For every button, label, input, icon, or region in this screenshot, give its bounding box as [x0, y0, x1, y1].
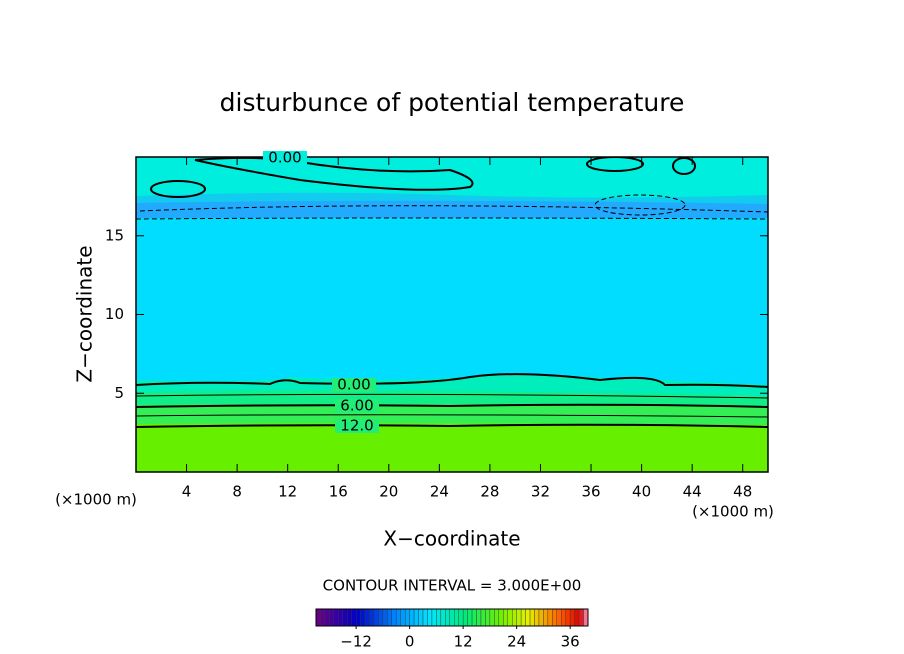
colorbar-cell [574, 608, 580, 627]
contour-label: 0.00 [268, 149, 301, 167]
x-tick-label: 48 [733, 483, 752, 501]
colorbar-cell [489, 608, 495, 627]
colorbar-cell [347, 608, 352, 627]
x-tick-label: 16 [329, 483, 348, 501]
colorbar-cell [547, 608, 553, 627]
x-tick-label: 32 [531, 483, 550, 501]
colorbar-cell [498, 608, 504, 627]
x-unit: (×1000 m) [692, 503, 774, 521]
contour-label-bg [335, 399, 379, 413]
colorbar-cell [538, 608, 544, 627]
colorbar-cell [431, 608, 437, 627]
colorbar-tick-label: −12 [340, 633, 372, 651]
colorbar-tick-label: 24 [507, 633, 526, 651]
chart-title: disturbunce of potential temperature [220, 88, 685, 117]
colorbar-cell [391, 608, 397, 627]
colorbar-cell [378, 608, 384, 627]
colorbar-cell [342, 608, 348, 627]
colorbar-cell [552, 608, 557, 627]
colorbar-cell [520, 608, 526, 627]
colorbar-cell [454, 608, 459, 627]
contour-interval: CONTOUR INTERVAL = 3.000E+00 [323, 577, 582, 595]
colorbar-cell [556, 608, 562, 627]
colorbar-cell [413, 608, 419, 627]
x-tick-label: 8 [232, 483, 242, 501]
colorbar-cell [338, 608, 343, 627]
colorbar-cell [315, 608, 321, 627]
colorbar-cell [462, 608, 468, 627]
x-tick-label: 24 [430, 483, 449, 501]
colorbar-cell [503, 608, 508, 627]
colorbar-cell [427, 608, 433, 627]
contour-label: 6.00 [340, 397, 373, 415]
y-tick-label: 5 [114, 384, 124, 402]
colorbar-cell [418, 608, 424, 627]
colorbar-cell [364, 608, 370, 627]
colorbar-cell [355, 608, 361, 627]
colorbar-cell [458, 608, 464, 627]
colorbar-frame [315, 608, 589, 627]
x-tick-label: 44 [683, 483, 702, 501]
colorbar-cell [476, 608, 482, 627]
colorbar-tick-label: 12 [454, 633, 473, 651]
contour-field [136, 157, 768, 472]
colorbar-cell [480, 608, 486, 627]
contour-label-bg [332, 378, 376, 392]
colorbar-cell [436, 608, 442, 627]
contour-label-bg [263, 151, 307, 165]
colorbar-cell [400, 608, 406, 627]
x-tick-label: 40 [632, 483, 651, 501]
colorbar-cell [382, 608, 388, 627]
contour-label-bg [335, 419, 379, 433]
colorbar-cell [485, 608, 491, 627]
colorbar-cell [373, 608, 379, 627]
y-axis-label: Z−coordinate [73, 245, 97, 382]
colorbar-cell [449, 608, 455, 627]
contour-label: 0.00 [337, 376, 370, 394]
colorbar-cell [534, 608, 540, 627]
y-unit: (×1000 m) [55, 491, 137, 509]
x-axis-label: X−coordinate [383, 527, 520, 551]
colorbar-cell [529, 608, 535, 627]
colorbar-cell [351, 608, 357, 627]
colorbar-cell [422, 608, 428, 627]
x-tick-label: 4 [182, 483, 192, 501]
x-tick-label: 28 [480, 483, 499, 501]
colorbar-cell [525, 608, 531, 627]
colorbar-cell [333, 608, 339, 627]
x-tick-label: 20 [379, 483, 398, 501]
x-tick-label: 36 [581, 483, 600, 501]
y-tick-label: 15 [105, 226, 124, 244]
colorbar-cell [511, 608, 517, 627]
colorbar-cell [561, 608, 566, 627]
colorbar-cell [583, 608, 589, 627]
colorbar-tick-label: 36 [561, 633, 580, 651]
colorbar-cell [324, 608, 330, 627]
colorbar-cell [369, 608, 375, 627]
colorbar-cell [329, 608, 335, 627]
colorbar-cell [396, 608, 401, 627]
colorbar-cell [387, 608, 393, 627]
colorbar-cell [516, 608, 522, 627]
x-tick-label: 12 [278, 483, 297, 501]
colorbar-cell [578, 608, 584, 627]
colorbar-cell [543, 608, 549, 627]
y-tick-label: 10 [105, 305, 124, 323]
colorbar-cell [507, 608, 513, 627]
colorbar-cell [494, 608, 500, 627]
colorbar-cell [467, 608, 473, 627]
colorbar-cell [360, 608, 366, 627]
colorbar-cell [409, 608, 415, 627]
colorbar-cell [440, 608, 446, 627]
colorbar-tick-label: 0 [405, 633, 415, 651]
colorbar-cell [569, 608, 575, 627]
colorbar-cell [565, 608, 571, 627]
colorbar-cell [404, 608, 410, 627]
colorbar-cell [320, 608, 326, 627]
colorbar-cell [471, 608, 477, 627]
contour-label: 12.0 [340, 417, 373, 435]
colorbar-cell [445, 608, 450, 627]
